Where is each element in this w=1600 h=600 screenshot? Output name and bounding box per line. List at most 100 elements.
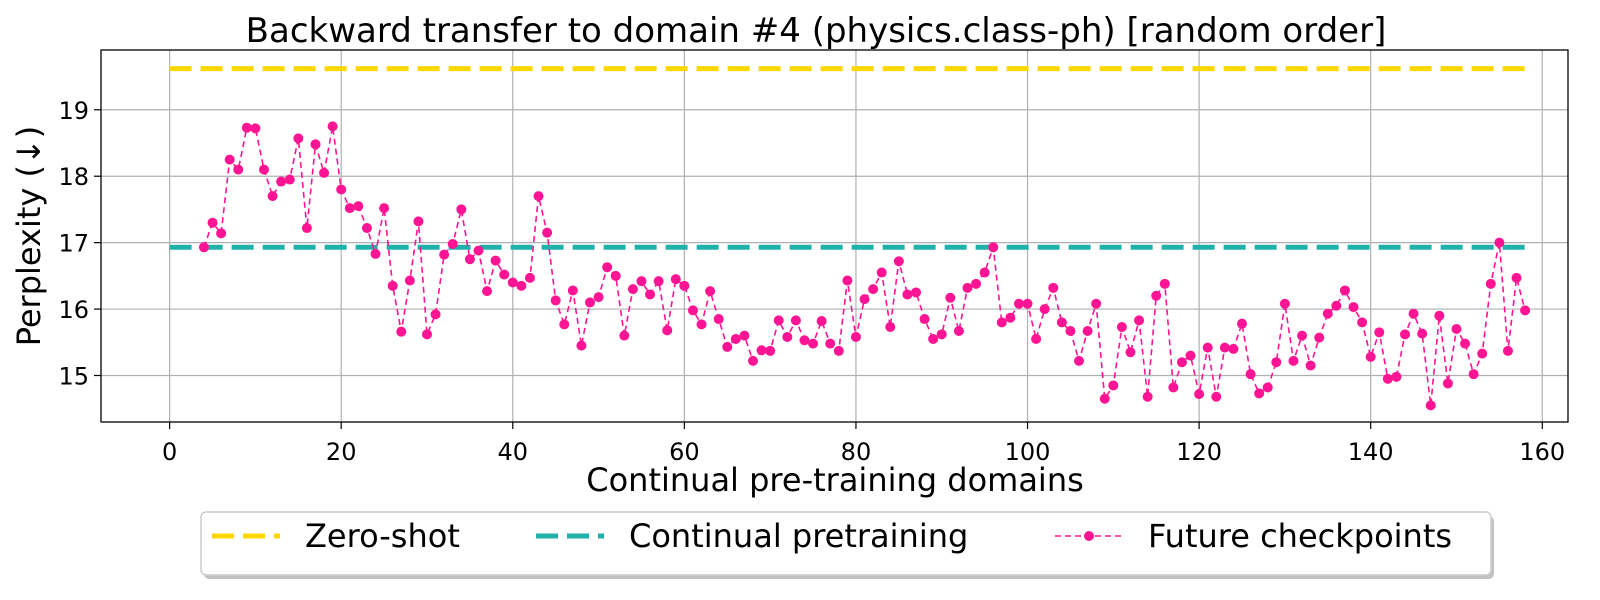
future-checkpoints-point bbox=[301, 223, 312, 234]
future-checkpoints-point bbox=[361, 223, 372, 234]
future-checkpoints-point bbox=[1013, 298, 1024, 309]
y-tick-label: 19 bbox=[58, 97, 89, 125]
future-checkpoints-point bbox=[413, 216, 424, 227]
future-checkpoints-point bbox=[670, 274, 681, 285]
future-checkpoints-point bbox=[1442, 378, 1453, 389]
future-checkpoints-point bbox=[1056, 317, 1067, 328]
chart-title: Backward transfer to domain #4 (physics.… bbox=[246, 11, 1387, 51]
future-checkpoints-point bbox=[259, 164, 269, 175]
future-checkpoints-point bbox=[730, 333, 741, 344]
future-checkpoints-point bbox=[1159, 278, 1170, 289]
future-checkpoints-point bbox=[1091, 298, 1102, 309]
future-checkpoints-point bbox=[790, 315, 801, 326]
future-checkpoints-point bbox=[1142, 391, 1153, 402]
future-checkpoints-point bbox=[233, 164, 244, 175]
future-checkpoints-point bbox=[911, 287, 921, 298]
future-checkpoints-point bbox=[1151, 290, 1162, 301]
plot-frame bbox=[100, 49, 1569, 423]
y-tick-label: 18 bbox=[58, 163, 89, 191]
future-checkpoints-point bbox=[1099, 393, 1110, 404]
future-checkpoints-point bbox=[627, 284, 638, 295]
future-checkpoints-point bbox=[585, 297, 595, 308]
future-checkpoints-point bbox=[482, 286, 493, 297]
future-checkpoints-point bbox=[1254, 388, 1265, 399]
future-checkpoints-point bbox=[842, 275, 853, 286]
future-checkpoints-point bbox=[207, 217, 218, 228]
future-checkpoints-point bbox=[542, 227, 553, 238]
future-checkpoints-point bbox=[1400, 329, 1410, 340]
future-checkpoints-point bbox=[1168, 382, 1179, 393]
future-checkpoints-point bbox=[370, 248, 381, 259]
future-checkpoints-point bbox=[1297, 330, 1308, 341]
future-checkpoints-point bbox=[224, 154, 235, 165]
future-checkpoints-point bbox=[1502, 345, 1513, 356]
future-checkpoints-point bbox=[456, 204, 467, 215]
future-checkpoints-point bbox=[1048, 282, 1059, 293]
future-checkpoints-point bbox=[310, 139, 321, 150]
future-checkpoints-point bbox=[216, 228, 227, 239]
future-checkpoints-point bbox=[1219, 342, 1230, 353]
future-checkpoints-point bbox=[550, 295, 561, 306]
future-checkpoints-point bbox=[447, 238, 458, 249]
future-checkpoints-point bbox=[602, 262, 613, 273]
future-checkpoints-point bbox=[524, 272, 535, 283]
future-checkpoints-point bbox=[1314, 332, 1325, 343]
future-checkpoints-point bbox=[1391, 371, 1402, 382]
future-checkpoints-point bbox=[1005, 312, 1016, 323]
future-checkpoints-point bbox=[636, 276, 647, 287]
legend-label-continual-pretraining: Continual pretraining bbox=[629, 517, 968, 555]
future-checkpoints-point bbox=[868, 284, 879, 295]
future-checkpoints-point bbox=[1477, 348, 1488, 359]
future-checkpoints-point bbox=[379, 203, 390, 214]
ticks: 0 20 40 60 80 100 120 140 160 15 16 17 18 19 bbox=[58, 97, 1565, 466]
future-checkpoints-point bbox=[859, 294, 870, 305]
future-checkpoints-point bbox=[439, 249, 450, 260]
legend-marker-future-checkpoints bbox=[1084, 531, 1094, 541]
future-checkpoints-point bbox=[1185, 350, 1196, 361]
future-checkpoints-point bbox=[1288, 355, 1299, 366]
grid bbox=[101, 50, 1568, 422]
future-checkpoints-point bbox=[653, 276, 664, 287]
future-checkpoints-point bbox=[1279, 298, 1290, 309]
future-checkpoints-point bbox=[928, 333, 939, 344]
x-tick-label: 160 bbox=[1519, 438, 1565, 466]
future-checkpoints-point bbox=[902, 289, 913, 300]
future-checkpoints-point bbox=[1116, 322, 1127, 333]
future-checkpoints-point bbox=[713, 314, 724, 325]
legend: Zero-shot Continual pretraining Future che… bbox=[200, 511, 1494, 579]
future-checkpoints-point bbox=[705, 286, 716, 297]
future-checkpoints-point bbox=[1271, 357, 1282, 368]
x-tick-label: 140 bbox=[1348, 438, 1394, 466]
x-tick-label: 100 bbox=[1005, 438, 1051, 466]
y-tick-label: 16 bbox=[58, 296, 89, 324]
future-checkpoints-point bbox=[344, 203, 355, 214]
future-checkpoints-point bbox=[662, 325, 673, 336]
future-checkpoints-point bbox=[1176, 357, 1187, 368]
future-checkpoints-point bbox=[567, 285, 578, 296]
future-checkpoints-point bbox=[722, 341, 733, 352]
future-checkpoints-point bbox=[1365, 351, 1376, 362]
future-checkpoints-point bbox=[748, 355, 758, 366]
future-checkpoints-point bbox=[945, 292, 956, 303]
future-checkpoints-point bbox=[825, 338, 836, 349]
future-checkpoints-point bbox=[387, 280, 398, 291]
future-checkpoints-point bbox=[1408, 308, 1419, 319]
future-checkpoints-point bbox=[1322, 308, 1333, 319]
future-checkpoints-point bbox=[516, 280, 527, 291]
future-checkpoints-point bbox=[267, 191, 278, 202]
future-checkpoints-point bbox=[327, 121, 338, 132]
future-checkpoints-point bbox=[850, 331, 861, 342]
future-checkpoints-point bbox=[576, 340, 587, 351]
future-checkpoints-point bbox=[1520, 305, 1531, 316]
future-checkpoints-point bbox=[919, 314, 930, 325]
x-tick-label: 60 bbox=[669, 438, 700, 466]
future-checkpoints-point bbox=[1357, 317, 1368, 328]
future-checkpoints-point bbox=[1305, 360, 1316, 371]
x-axis-label: Continual pre-training domains bbox=[586, 461, 1084, 499]
series-layer bbox=[169, 66, 1531, 411]
future-checkpoints-point bbox=[1134, 315, 1145, 326]
x-tick-label: 120 bbox=[1176, 438, 1222, 466]
future-checkpoints-point bbox=[971, 278, 982, 289]
